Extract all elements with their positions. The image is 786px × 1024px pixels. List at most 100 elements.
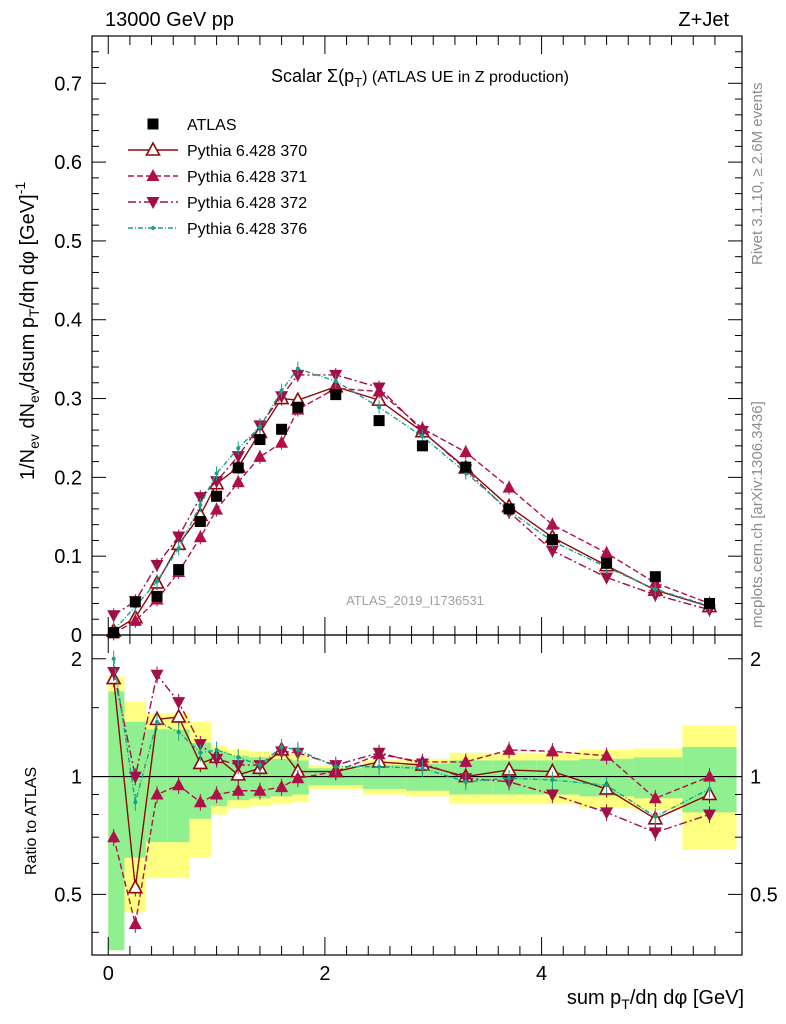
ratio-point [333,764,338,769]
ratio-point [150,669,164,682]
ratio-point [703,769,716,782]
ratio-point [210,753,224,766]
data-point [232,462,244,474]
data-point [377,405,382,410]
ratio-point [420,766,425,771]
data-point [653,587,658,592]
watermark: ATLAS_2019_I1736531 [346,593,484,608]
uncertainty-band-green [108,691,125,951]
ratio-point [214,747,219,752]
data-point [416,440,428,452]
x-tick-label: 0 [103,963,114,985]
x-axis-label: sum pT/dη dφ [GeV] [567,987,744,1012]
ratio-frame [91,634,743,956]
data-point [330,389,342,401]
legend-entry: Pythia 6.428 370 [128,141,307,160]
x-tick-label: 4 [536,963,547,985]
data-point [253,449,267,462]
data-point [600,572,614,585]
ratio-point [150,787,164,800]
data-point [155,579,159,584]
data-point [193,530,207,543]
ratio-point [600,748,614,761]
ratio-point [648,827,662,840]
uncertainty-band-green [249,757,271,799]
data-point [459,445,473,458]
ratio-point [545,744,559,757]
ratio-point [230,766,247,781]
data-point [276,423,288,435]
data-point [107,610,121,623]
ratio-point [279,745,284,749]
legend-entry: ATLAS [147,117,237,134]
ratio-point [653,814,658,819]
ratio-point [128,917,142,930]
data-point [333,379,338,384]
y-tick-label: 0.7 [54,73,82,95]
ratio-point [707,786,712,791]
ratio-point [600,807,614,820]
ratio-series-pythia-6-428-376 [111,650,712,826]
uncertainty-band-green [633,757,683,799]
ratio-point [172,778,186,791]
uncertainty-band-green [124,721,147,858]
ratio-point [459,754,473,767]
ratio-point [545,789,559,802]
y-tick-label: 0.1 [54,546,82,568]
data-point [546,534,558,546]
legend-marker [146,169,160,181]
data-point [173,564,185,576]
data-point [292,401,304,413]
legend-marker [146,197,160,209]
ratio-point [253,783,267,796]
data-point [279,388,284,393]
ratio-point [170,708,187,723]
header-right: Z+Jet [678,9,729,31]
y-tick-label: 0 [71,625,82,647]
y-tick-label: 0.2 [54,467,82,489]
ratio-y-tick-label-right: 1 [750,767,761,789]
y-tick-label: 0.3 [54,389,82,411]
ratio-series-pythia-6-428-371 [107,741,716,933]
data-point [198,502,203,507]
uncertainty-band-green [146,729,168,843]
data-point [291,369,305,382]
legend-label: Pythia 6.428 376 [187,221,307,238]
ratio-point [291,771,305,784]
data-point [600,546,614,559]
ratio-point [502,742,516,755]
legend-marker [145,141,161,156]
data-point [151,590,163,602]
ratio-point [275,780,289,793]
y-tick-label: 0.4 [54,310,82,332]
ratio-panel: 0 2 4 0.5 0.5 1 1 2 2 [54,634,778,985]
ratio-point [648,791,662,804]
ratio-point [192,754,209,770]
legend-label: Pythia 6.428 371 [187,169,307,186]
ratio-point [210,787,224,800]
data-point [502,480,516,493]
legend-marker [151,226,155,230]
svg-text:1/Nev dNev/dsum pT/dη dφ [GeV: 1/Nev dNev/dsum pT/dη dφ [GeV]-1 [12,182,42,480]
legend-label: Pythia 6.428 370 [187,143,307,160]
ratio-point [155,719,159,724]
ratio-y-tick-label-right: 2 [750,649,761,671]
series-pythia-6-428-372 [107,367,716,623]
ratio-point [176,729,181,734]
data-point [257,424,262,429]
data-point [275,435,289,448]
y-tick-label: 0.6 [54,152,82,174]
legend-entry: Pythia 6.428 376 [128,221,307,238]
ratio-point [111,656,116,661]
ratio-point [133,800,138,805]
data-point [460,461,472,473]
ratio-point [231,760,245,773]
ratio-point [128,771,142,784]
data-point [236,446,241,451]
series-line [113,367,710,631]
ratio-point [172,697,186,710]
ratio-point [372,747,386,760]
ratio-point [257,763,262,768]
data-point [649,571,661,583]
